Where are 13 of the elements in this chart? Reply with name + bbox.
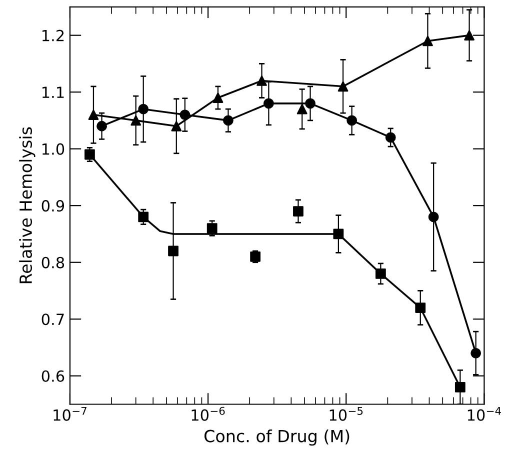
y-tick-label: 0.6 [42,370,64,382]
y-tick-label: 0.7 [42,314,64,326]
y-tick-label: 0.8 [42,256,64,268]
x-tick-label: 10$^{−6}$ [192,406,225,421]
y-tick-label: 1.2 [42,30,64,42]
x-tick-label: 10$^{−5}$ [330,406,363,421]
x-axis-title: Conc. of Drug (M) [204,429,350,446]
y-tick-label: 1.0 [42,143,64,155]
x-tick-label: 10$^{−7}$ [54,406,86,421]
y-tick-label: 1.1 [42,86,64,98]
y-tick-label: 0.9 [42,200,64,212]
x-tick-label: 10$^{−4}$ [468,406,501,421]
y-axis-title: Relative Hemolysis [19,127,36,284]
